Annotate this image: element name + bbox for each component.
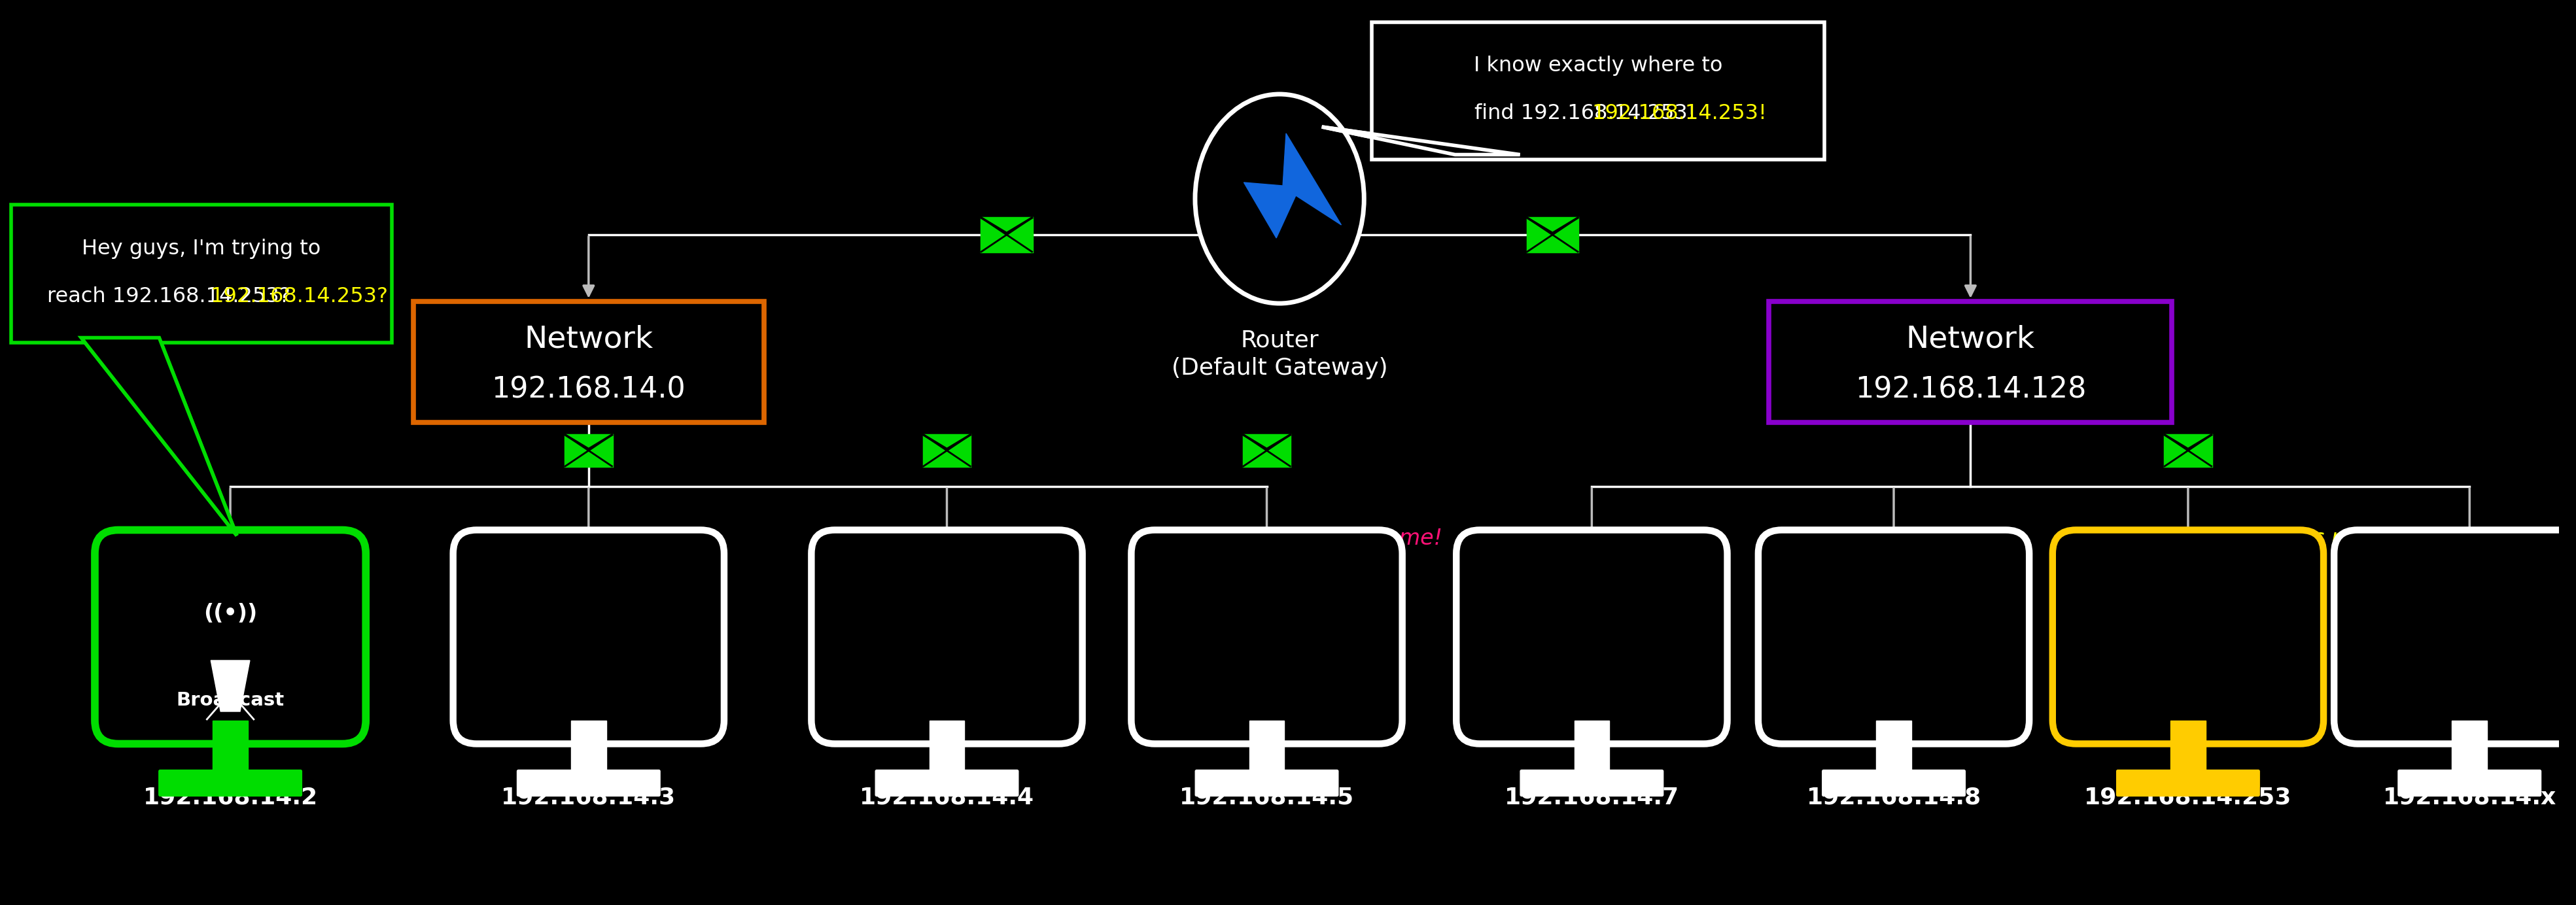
- FancyBboxPatch shape: [1770, 301, 2172, 423]
- Text: Router
(Default Gateway): Router (Default Gateway): [1172, 329, 1388, 379]
- Ellipse shape: [1195, 94, 1365, 303]
- Bar: [572, 720, 605, 771]
- FancyBboxPatch shape: [811, 530, 1082, 744]
- FancyBboxPatch shape: [2117, 770, 2259, 796]
- Polygon shape: [1321, 127, 1520, 155]
- Text: Not me!: Not me!: [608, 528, 696, 549]
- Bar: [1574, 720, 1610, 771]
- Text: 192.168.14.253!: 192.168.14.253!: [1592, 104, 1767, 124]
- Text: 192.168.14.5: 192.168.14.5: [1180, 786, 1355, 808]
- Bar: [2172, 720, 2205, 771]
- Text: Network: Network: [523, 325, 654, 354]
- Text: Hey, that's me!: Hey, that's me!: [2208, 528, 2375, 549]
- Text: 192.168.14.8: 192.168.14.8: [1806, 786, 1981, 808]
- Bar: [930, 720, 963, 771]
- Bar: [2452, 720, 2486, 771]
- Text: find 192.168.14.253!: find 192.168.14.253!: [1473, 104, 1695, 124]
- Text: reach 192.168.14.253?: reach 192.168.14.253?: [46, 287, 291, 307]
- FancyBboxPatch shape: [2398, 770, 2540, 796]
- FancyBboxPatch shape: [2053, 530, 2324, 744]
- Text: 192.168.14.3: 192.168.14.3: [502, 786, 675, 808]
- Polygon shape: [211, 661, 250, 711]
- Bar: [981, 218, 1033, 252]
- FancyBboxPatch shape: [95, 530, 366, 744]
- FancyBboxPatch shape: [876, 770, 1018, 796]
- Text: 192.168.14.128: 192.168.14.128: [1855, 376, 2087, 404]
- Text: 192.168.14.253: 192.168.14.253: [2084, 786, 2293, 808]
- FancyBboxPatch shape: [1821, 770, 1965, 796]
- Text: 192.168.14.253?: 192.168.14.253?: [211, 287, 389, 307]
- Text: I know exactly where to: I know exactly where to: [1473, 56, 1723, 76]
- Text: 192.168.14.x: 192.168.14.x: [2383, 786, 2555, 808]
- Text: 192.168.14.2: 192.168.14.2: [142, 786, 317, 808]
- Text: Network: Network: [1906, 325, 2035, 354]
- FancyBboxPatch shape: [1455, 530, 1728, 744]
- Bar: [922, 434, 971, 466]
- Polygon shape: [1321, 127, 1520, 155]
- FancyBboxPatch shape: [412, 301, 765, 423]
- Text: Broadcast: Broadcast: [175, 691, 283, 710]
- FancyBboxPatch shape: [518, 770, 659, 796]
- FancyBboxPatch shape: [1373, 22, 1824, 160]
- Text: Hey guys, I'm trying to: Hey guys, I'm trying to: [82, 239, 322, 259]
- Text: Sorry, not me!: Sorry, not me!: [1285, 528, 1443, 549]
- Bar: [1875, 720, 1911, 771]
- FancyBboxPatch shape: [2334, 530, 2576, 744]
- FancyBboxPatch shape: [1131, 530, 1401, 744]
- Bar: [1249, 720, 1285, 771]
- FancyBboxPatch shape: [10, 205, 392, 343]
- Bar: [1244, 434, 1291, 466]
- Text: 192.168.14.4: 192.168.14.4: [860, 786, 1033, 808]
- Bar: [2164, 434, 2210, 466]
- FancyBboxPatch shape: [1520, 770, 1664, 796]
- Bar: [1528, 218, 1579, 252]
- FancyBboxPatch shape: [1195, 770, 1340, 796]
- Text: Nope.: Nope.: [966, 528, 1030, 549]
- Text: ((•)): ((•)): [204, 603, 258, 624]
- Text: 192.168.14.0: 192.168.14.0: [492, 376, 685, 404]
- Polygon shape: [1244, 133, 1342, 238]
- FancyBboxPatch shape: [1759, 530, 2030, 744]
- FancyBboxPatch shape: [160, 770, 301, 796]
- Text: 192.168.14.7: 192.168.14.7: [1504, 786, 1680, 808]
- Polygon shape: [82, 338, 237, 536]
- FancyBboxPatch shape: [453, 530, 724, 744]
- Bar: [214, 720, 247, 771]
- Bar: [564, 434, 613, 466]
- Polygon shape: [82, 338, 237, 536]
